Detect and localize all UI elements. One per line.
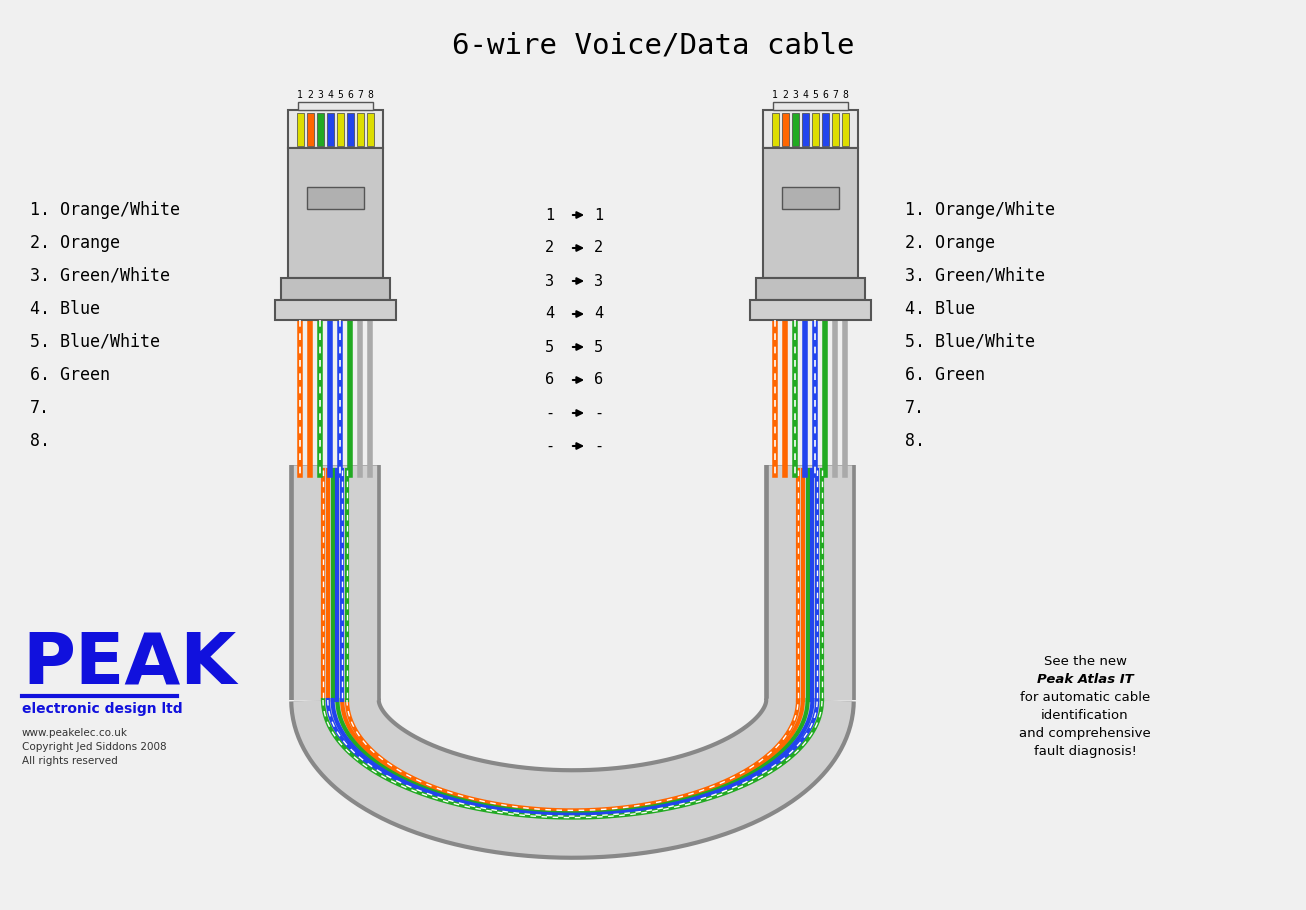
Text: See the new: See the new — [1043, 655, 1127, 668]
Text: 2. Orange: 2. Orange — [30, 234, 120, 252]
Text: 2: 2 — [545, 240, 554, 256]
Text: 1: 1 — [296, 90, 303, 100]
Bar — [287, 110, 383, 148]
Text: 1. Orange/White: 1. Orange/White — [30, 201, 180, 219]
Text: 1: 1 — [772, 90, 778, 100]
Bar — [773, 102, 848, 110]
Bar — [811, 113, 819, 146]
Text: 5: 5 — [545, 339, 554, 355]
Bar — [750, 300, 871, 320]
Text: 2: 2 — [307, 90, 313, 100]
Text: and comprehensive: and comprehensive — [1019, 727, 1151, 740]
Text: 3: 3 — [317, 90, 323, 100]
Bar — [781, 113, 789, 146]
Text: 7.: 7. — [30, 399, 50, 417]
Text: 6-wire Voice/Data cable: 6-wire Voice/Data cable — [452, 31, 854, 59]
Text: All rights reserved: All rights reserved — [22, 756, 118, 766]
Text: 6: 6 — [821, 90, 828, 100]
Bar — [772, 113, 778, 146]
Bar — [821, 113, 828, 146]
Bar — [763, 148, 858, 278]
Text: identification: identification — [1041, 709, 1128, 722]
Bar — [841, 113, 849, 146]
Text: 6: 6 — [594, 372, 603, 388]
Text: 4: 4 — [594, 307, 603, 321]
Text: Peak Atlas IT: Peak Atlas IT — [1037, 673, 1134, 686]
Bar — [296, 113, 303, 146]
Text: 7: 7 — [357, 90, 363, 100]
Text: 3: 3 — [594, 274, 603, 288]
Text: 8: 8 — [842, 90, 848, 100]
Text: 1: 1 — [594, 207, 603, 223]
Text: -: - — [594, 406, 603, 420]
Text: 6. Green: 6. Green — [905, 366, 985, 384]
Text: 5. Blue/White: 5. Blue/White — [30, 333, 161, 351]
Text: 8: 8 — [367, 90, 374, 100]
Text: 6: 6 — [347, 90, 353, 100]
Text: -: - — [545, 406, 554, 420]
Text: 4. Blue: 4. Blue — [30, 300, 101, 318]
Bar — [307, 187, 363, 209]
Text: 5. Blue/White: 5. Blue/White — [905, 333, 1034, 351]
Bar — [298, 102, 372, 110]
Text: 3: 3 — [791, 90, 798, 100]
Bar — [274, 300, 396, 320]
Text: 3. Green/White: 3. Green/White — [30, 267, 170, 285]
Text: 3. Green/White: 3. Green/White — [905, 267, 1045, 285]
Text: 4. Blue: 4. Blue — [905, 300, 976, 318]
Text: 4: 4 — [326, 90, 333, 100]
Text: -: - — [594, 439, 603, 453]
Text: 5: 5 — [594, 339, 603, 355]
Text: -: - — [545, 439, 554, 453]
Text: 5: 5 — [337, 90, 343, 100]
Bar — [832, 113, 838, 146]
Bar — [802, 113, 808, 146]
Text: 6: 6 — [545, 372, 554, 388]
Text: 6. Green: 6. Green — [30, 366, 110, 384]
Text: PEAK: PEAK — [22, 630, 236, 699]
Bar — [326, 113, 333, 146]
Bar — [281, 278, 389, 300]
Bar — [781, 187, 838, 209]
Text: 8.: 8. — [905, 432, 925, 450]
Text: Copyright Jed Siddons 2008: Copyright Jed Siddons 2008 — [22, 742, 167, 752]
Text: 2. Orange: 2. Orange — [905, 234, 995, 252]
Bar — [287, 148, 383, 278]
Bar — [307, 113, 313, 146]
Text: 2: 2 — [782, 90, 788, 100]
Bar — [316, 113, 324, 146]
Text: electronic design ltd: electronic design ltd — [22, 702, 183, 716]
Bar — [763, 110, 858, 148]
Text: 7: 7 — [832, 90, 838, 100]
Text: 7.: 7. — [905, 399, 925, 417]
Text: 2: 2 — [594, 240, 603, 256]
Bar — [357, 113, 363, 146]
Text: 8.: 8. — [30, 432, 50, 450]
Text: 1. Orange/White: 1. Orange/White — [905, 201, 1055, 219]
Bar — [791, 113, 798, 146]
Bar — [755, 278, 865, 300]
Bar — [367, 113, 374, 146]
Bar — [337, 113, 343, 146]
Text: 4: 4 — [802, 90, 808, 100]
Text: 1: 1 — [545, 207, 554, 223]
Text: 4: 4 — [545, 307, 554, 321]
Text: 5: 5 — [812, 90, 818, 100]
Text: for automatic cable: for automatic cable — [1020, 691, 1151, 704]
Text: 3: 3 — [545, 274, 554, 288]
Bar — [346, 113, 354, 146]
Text: fault diagnosis!: fault diagnosis! — [1033, 745, 1136, 758]
Text: www.peakelec.co.uk: www.peakelec.co.uk — [22, 728, 128, 738]
